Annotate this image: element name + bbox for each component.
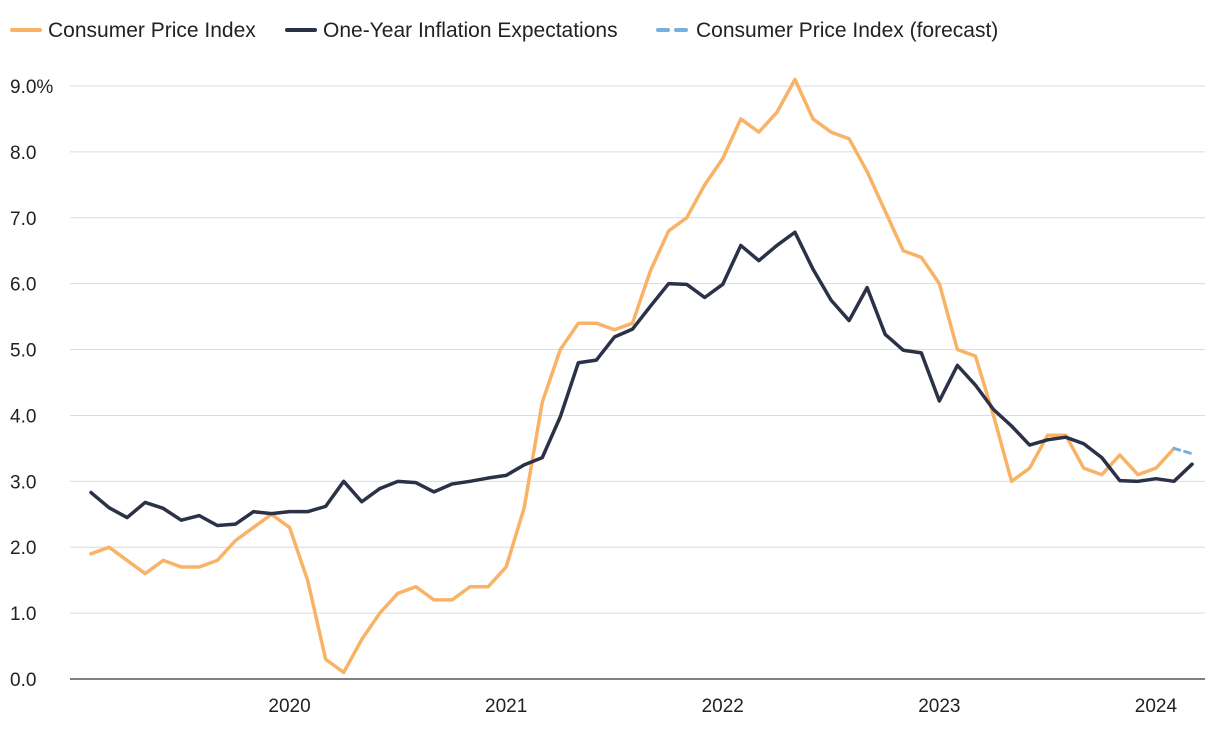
y-tick-label: 7.0 bbox=[10, 209, 36, 230]
y-tick-label: 6.0 bbox=[10, 275, 36, 296]
series-line-expectations[interactable] bbox=[89, 230, 1194, 528]
y-tick-label: 9.0% bbox=[10, 77, 53, 98]
legend-item-expectations[interactable]: One-Year Inflation Expectations bbox=[285, 19, 618, 42]
legend-label-expectations: One-Year Inflation Expectations bbox=[323, 19, 618, 42]
x-tick-label: 2022 bbox=[702, 696, 744, 717]
x-axis-ticks: 2020 2021 2022 2023 2024 bbox=[268, 696, 1177, 717]
legend-item-cpi[interactable]: Consumer Price Index bbox=[10, 19, 256, 42]
y-tick-label: 1.0 bbox=[10, 604, 36, 625]
legend: Consumer Price Index One-Year Inflation … bbox=[10, 19, 998, 42]
y-tick-label: 0.0 bbox=[10, 670, 36, 691]
y-axis-ticks: 0.0 1.0 2.0 3.0 4.0 5.0 6.0 7.0 8.0 9.0% bbox=[10, 77, 53, 691]
legend-item-cpi-forecast[interactable]: Consumer Price Index (forecast) bbox=[656, 19, 998, 42]
y-tick-label: 5.0 bbox=[10, 341, 36, 362]
x-tick-label: 2021 bbox=[485, 696, 527, 717]
y-tick-label: 4.0 bbox=[10, 406, 36, 427]
x-tick-label: 2020 bbox=[268, 696, 310, 717]
series-line-cpi[interactable] bbox=[89, 77, 1176, 675]
legend-label-cpi: Consumer Price Index bbox=[48, 19, 256, 42]
y-tick-label: 8.0 bbox=[10, 143, 36, 164]
x-tick-label: 2023 bbox=[918, 696, 960, 717]
series-line-cpi-forecast[interactable] bbox=[1172, 446, 1194, 456]
series-lines bbox=[89, 77, 1194, 675]
y-tick-label: 3.0 bbox=[10, 472, 36, 493]
legend-label-cpi-forecast: Consumer Price Index (forecast) bbox=[696, 19, 998, 42]
y-tick-label: 2.0 bbox=[10, 538, 36, 559]
gridlines bbox=[70, 85, 1205, 614]
x-tick-label: 2024 bbox=[1135, 696, 1178, 717]
